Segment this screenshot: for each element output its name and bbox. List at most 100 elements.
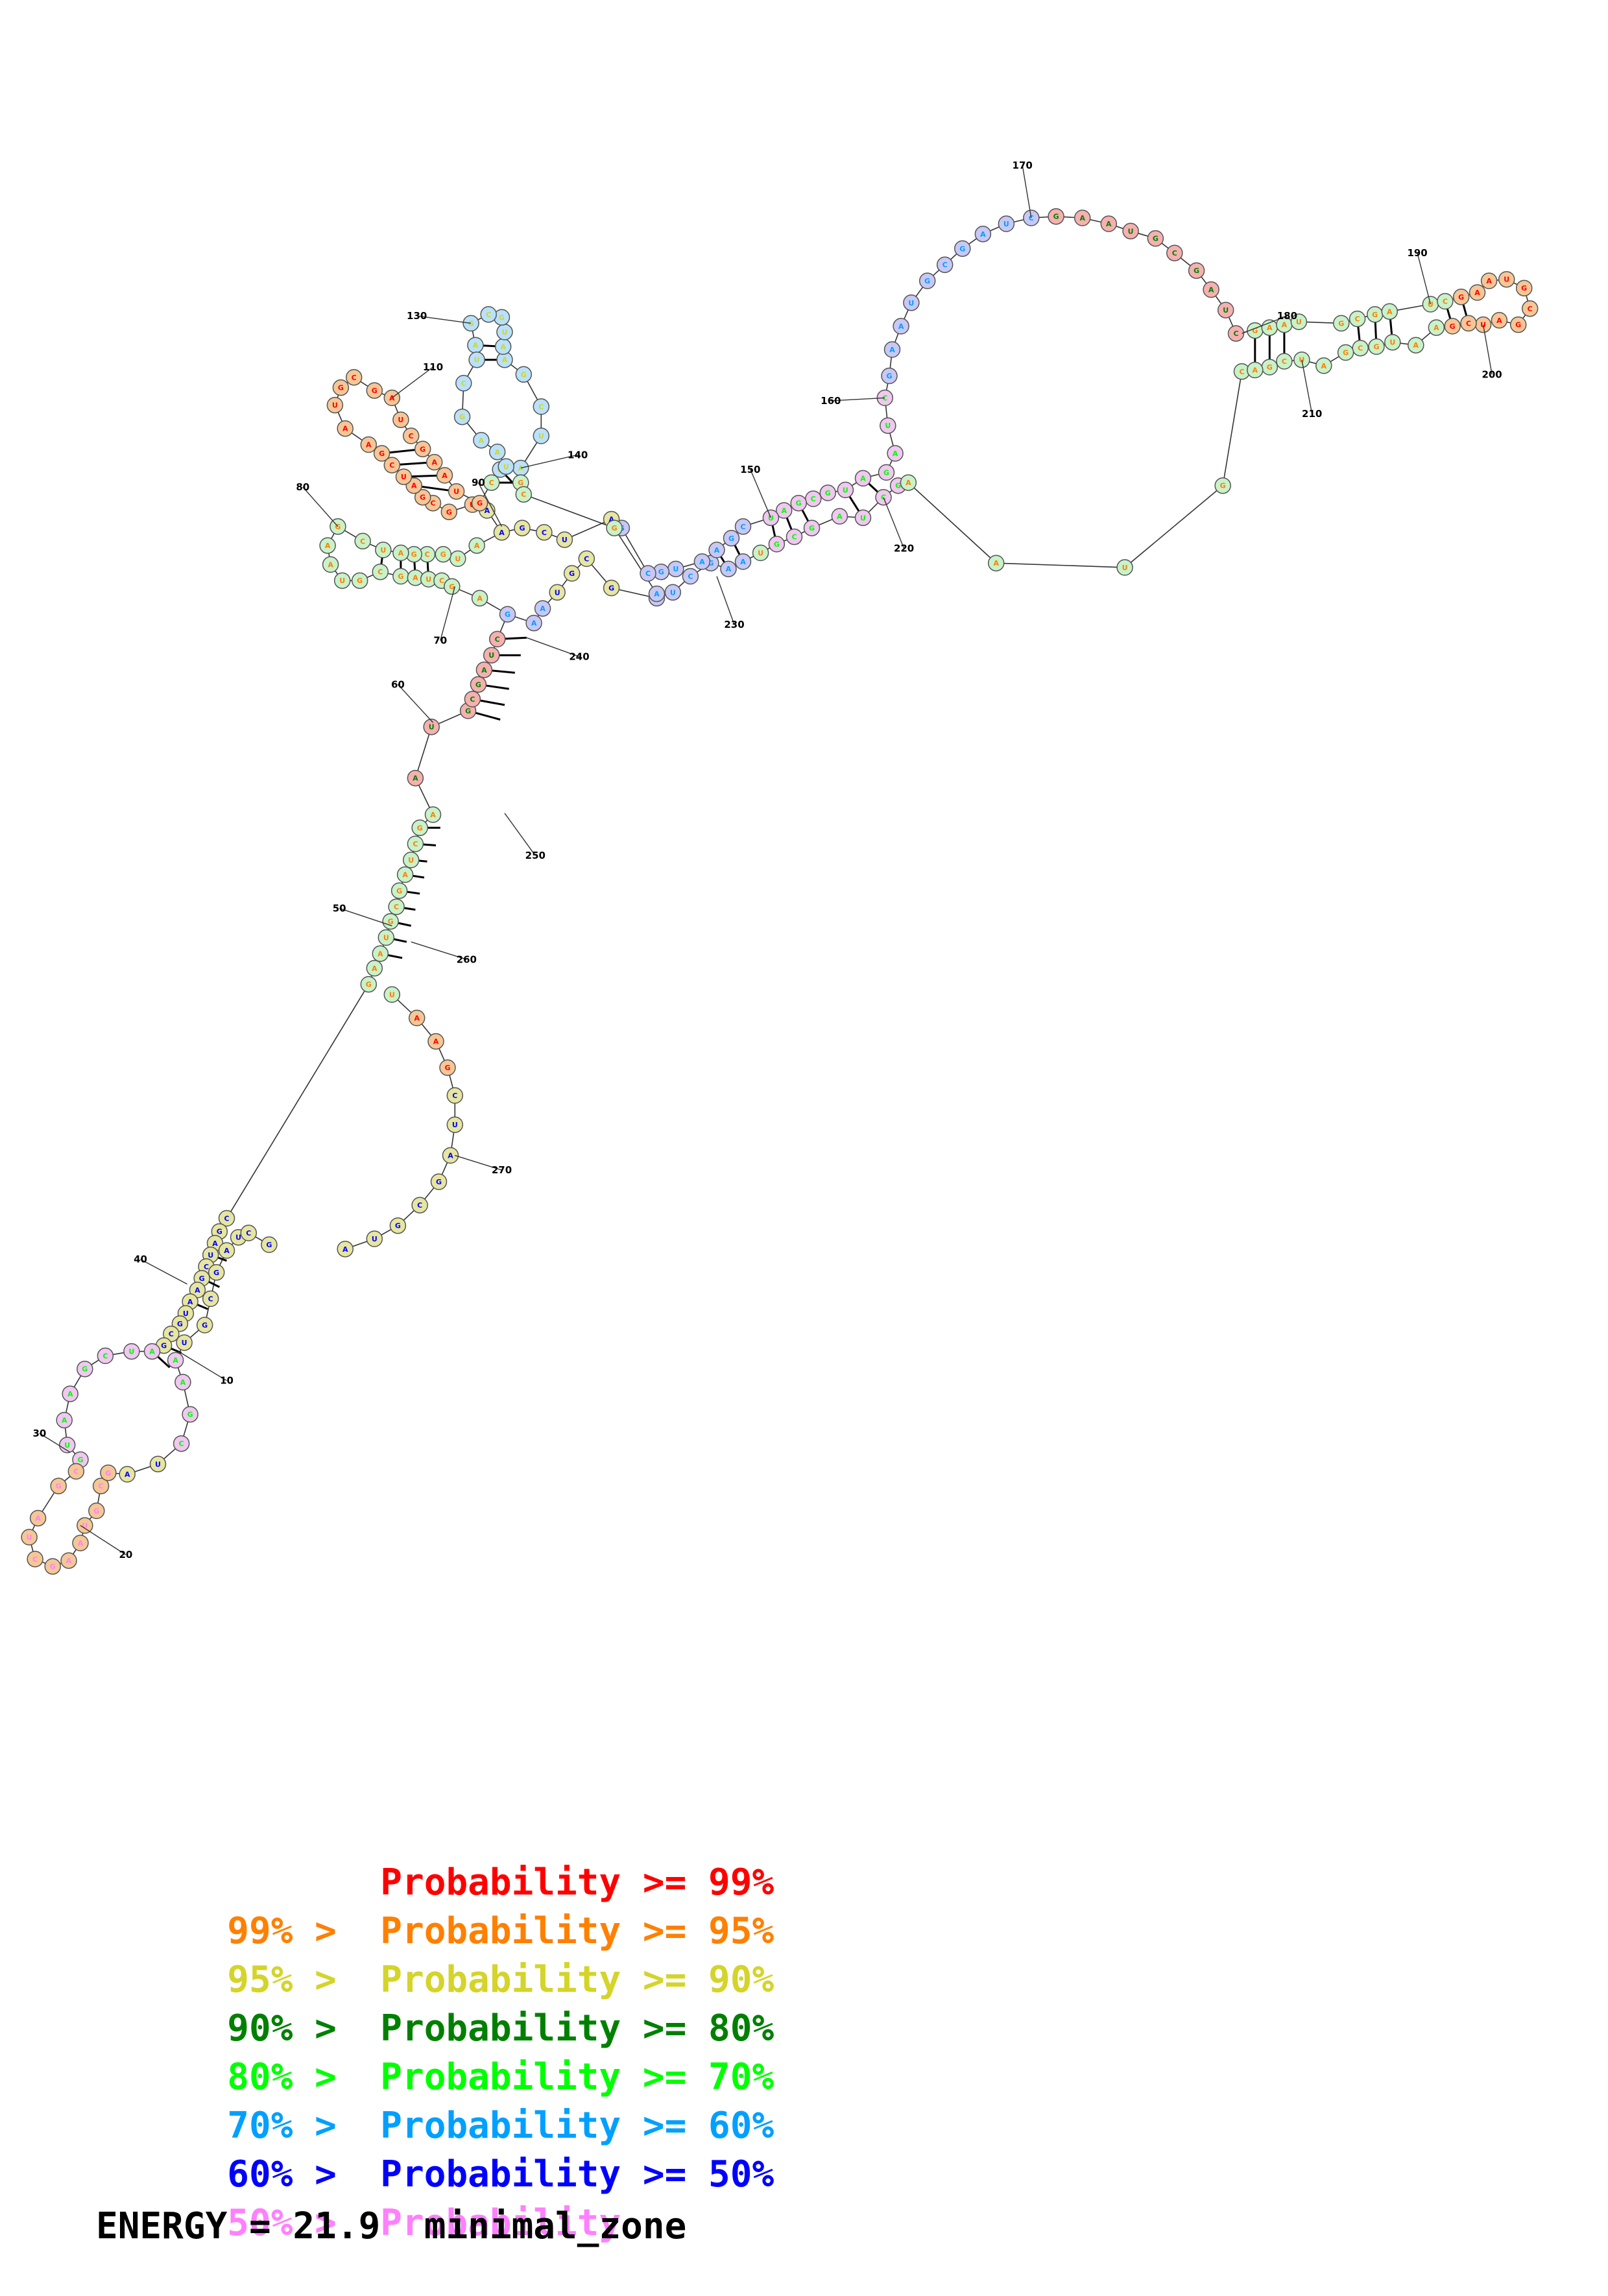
label-leader-line xyxy=(302,486,339,527)
svg-text:G: G xyxy=(1053,213,1059,221)
svg-text:G: G xyxy=(420,445,426,453)
svg-text:U: U xyxy=(401,473,407,481)
position-label: 70 xyxy=(433,635,447,647)
svg-text:G: G xyxy=(1267,363,1273,372)
svg-text:U: U xyxy=(453,488,459,496)
svg-text:G: G xyxy=(395,1222,401,1230)
label-leader-line xyxy=(39,1433,71,1453)
legend-label: Probability >= 50% xyxy=(380,2153,774,2195)
nucleotide: U xyxy=(395,468,413,485)
svg-text:U: U xyxy=(1389,339,1395,347)
svg-text:A: A xyxy=(500,342,506,351)
nucleotide: A xyxy=(1469,284,1486,301)
nucleotide: U xyxy=(366,1230,383,1247)
label-leader-line xyxy=(830,397,885,401)
nucleotide: A xyxy=(436,467,453,484)
nucleotide: A xyxy=(424,806,442,823)
svg-text:U: U xyxy=(1223,306,1229,315)
nucleotide: C xyxy=(388,898,405,915)
nucleotide: U xyxy=(903,294,920,311)
nucleotide: A xyxy=(408,1009,426,1027)
label-leader-line xyxy=(477,482,503,527)
svg-text:A: A xyxy=(342,1245,348,1254)
nucleotide: G xyxy=(606,520,623,536)
position-label: 190 xyxy=(1407,247,1427,259)
svg-text:G: G xyxy=(187,1411,193,1419)
svg-text:U: U xyxy=(408,856,414,865)
svg-text:U: U xyxy=(488,651,494,660)
svg-text:G: G xyxy=(1521,284,1527,293)
nucleotide: G xyxy=(819,484,837,501)
nucleotide: A xyxy=(1315,357,1332,374)
svg-text:A: A xyxy=(433,1038,439,1046)
label-leader-line xyxy=(80,1525,126,1555)
legend-label: Probability >= 80% xyxy=(380,2007,774,2050)
label-leader-line xyxy=(397,684,434,723)
svg-text:C: C xyxy=(538,403,544,411)
svg-text:G: G xyxy=(440,551,446,559)
svg-text:G: G xyxy=(569,569,575,578)
svg-text:U: U xyxy=(27,1533,32,1542)
svg-text:A: A xyxy=(654,590,660,599)
position-label: 250 xyxy=(525,850,546,861)
svg-text:G: G xyxy=(468,319,474,328)
label-leader-line xyxy=(883,497,905,549)
svg-text:G: G xyxy=(519,524,525,532)
svg-text:C: C xyxy=(417,1201,422,1210)
nucleotide: A xyxy=(60,1552,77,1569)
svg-text:A: A xyxy=(1321,362,1327,370)
svg-text:C: C xyxy=(409,432,414,440)
legend-row-5: 80% > Probability >= 70% xyxy=(96,2004,774,2098)
nucleotide: C xyxy=(1521,300,1539,317)
nucleotide: A xyxy=(1074,209,1091,226)
nucleotide: G xyxy=(411,819,428,837)
svg-text:C: C xyxy=(430,499,435,508)
nucleotide: C xyxy=(464,691,481,708)
svg-text:U: U xyxy=(128,1348,134,1356)
svg-text:A: A xyxy=(66,1557,72,1565)
nucleotide: U xyxy=(998,215,1015,232)
nucleotide: C xyxy=(446,1087,464,1104)
nucleotide: U xyxy=(448,483,465,500)
svg-text:A: A xyxy=(993,559,999,568)
svg-text:U: U xyxy=(372,1235,378,1243)
svg-text:G: G xyxy=(477,499,483,508)
nucleotide: A xyxy=(708,542,725,558)
nucleotide: U xyxy=(496,324,513,341)
svg-text:G: G xyxy=(266,1241,272,1249)
position-label: 150 xyxy=(740,464,760,475)
probability-legend: Probability >= 99% 99% > Probability >= … xyxy=(96,1810,774,2244)
svg-text:G: G xyxy=(658,568,664,577)
svg-text:G: G xyxy=(366,981,372,989)
nucleotide: U xyxy=(468,351,485,368)
svg-text:U: U xyxy=(1003,220,1009,228)
nucleotide: A xyxy=(1203,281,1219,298)
nucleotide: A xyxy=(974,226,992,243)
nucleotide: G xyxy=(471,494,488,512)
svg-text:A: A xyxy=(430,811,436,819)
svg-text:C: C xyxy=(942,261,948,269)
position-label: 90 xyxy=(472,477,485,488)
nucleotide: U xyxy=(664,584,682,601)
svg-text:A: A xyxy=(35,1514,41,1523)
nucleotide: C xyxy=(483,474,500,491)
label-leader-line xyxy=(1301,359,1313,414)
nucleotide: A xyxy=(1247,361,1264,379)
nucleotide: G xyxy=(515,366,533,383)
svg-text:G: G xyxy=(505,610,510,619)
legend-label: Probability >= 70% xyxy=(380,2056,774,2098)
svg-text:A: A xyxy=(1208,286,1214,294)
svg-text:A: A xyxy=(212,1239,218,1248)
svg-text:C: C xyxy=(542,529,547,537)
nucleotide: C xyxy=(640,565,656,582)
svg-text:C: C xyxy=(169,1330,174,1339)
legend-label: Probability >= 95% xyxy=(380,1910,774,1952)
nucleotide: A xyxy=(427,1033,444,1050)
svg-text:C: C xyxy=(584,555,589,563)
svg-text:A: A xyxy=(413,574,418,582)
nucleotide: A xyxy=(29,1509,47,1527)
nucleotide: G xyxy=(1337,344,1354,361)
svg-text:G: G xyxy=(1458,293,1464,302)
nucleotide: C xyxy=(411,1197,428,1214)
nucleotide: G xyxy=(100,1465,117,1481)
